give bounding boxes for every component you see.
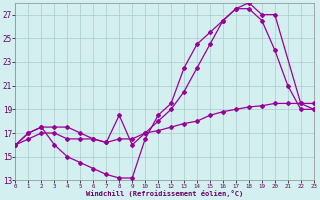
X-axis label: Windchill (Refroidissement éolien,°C): Windchill (Refroidissement éolien,°C)	[86, 190, 243, 197]
